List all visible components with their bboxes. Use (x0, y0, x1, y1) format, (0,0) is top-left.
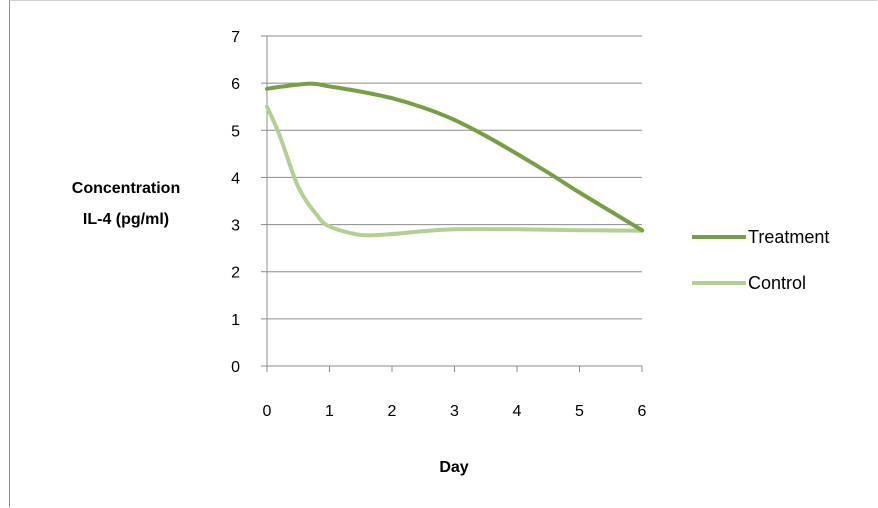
y-tick-label-5: 5 (231, 123, 240, 140)
legend-label-control: Control (748, 273, 806, 293)
y-axis-title-line-2: IL-4 (pg/ml) (83, 211, 169, 228)
y-tick-label-0: 0 (231, 359, 240, 376)
series-line-control (265, 104, 644, 238)
series-lines (265, 81, 644, 238)
gridlines (267, 35, 642, 320)
y-tick-label-2: 2 (231, 265, 240, 282)
series-line-treatment (265, 81, 644, 233)
legend: Treatment Control (692, 227, 829, 293)
y-axis-ticks: 0 1 2 3 4 5 6 7 (231, 29, 267, 376)
x-axis-ticks: 0 1 2 3 4 5 6 (263, 366, 647, 420)
x-tick-label-3: 3 (450, 403, 459, 420)
y-tick-label-3: 3 (231, 218, 240, 235)
x-tick-label-0: 0 (263, 403, 272, 420)
y-tick-label-4: 4 (231, 170, 240, 187)
legend-label-treatment: Treatment (748, 227, 829, 247)
x-tick-label-1: 1 (325, 403, 334, 420)
chart-frame (9, 0, 877, 507)
y-axis-title-line-1: Concentration (72, 180, 180, 197)
x-axis-title: Day (439, 459, 468, 476)
x-tick-label-6: 6 (638, 403, 647, 420)
y-tick-label-6: 6 (231, 76, 240, 93)
x-tick-label-2: 2 (388, 403, 397, 420)
y-tick-label-1: 1 (231, 312, 240, 329)
y-tick-label-7: 7 (231, 29, 240, 46)
x-tick-label-5: 5 (575, 403, 584, 420)
x-tick-label-4: 4 (513, 403, 522, 420)
